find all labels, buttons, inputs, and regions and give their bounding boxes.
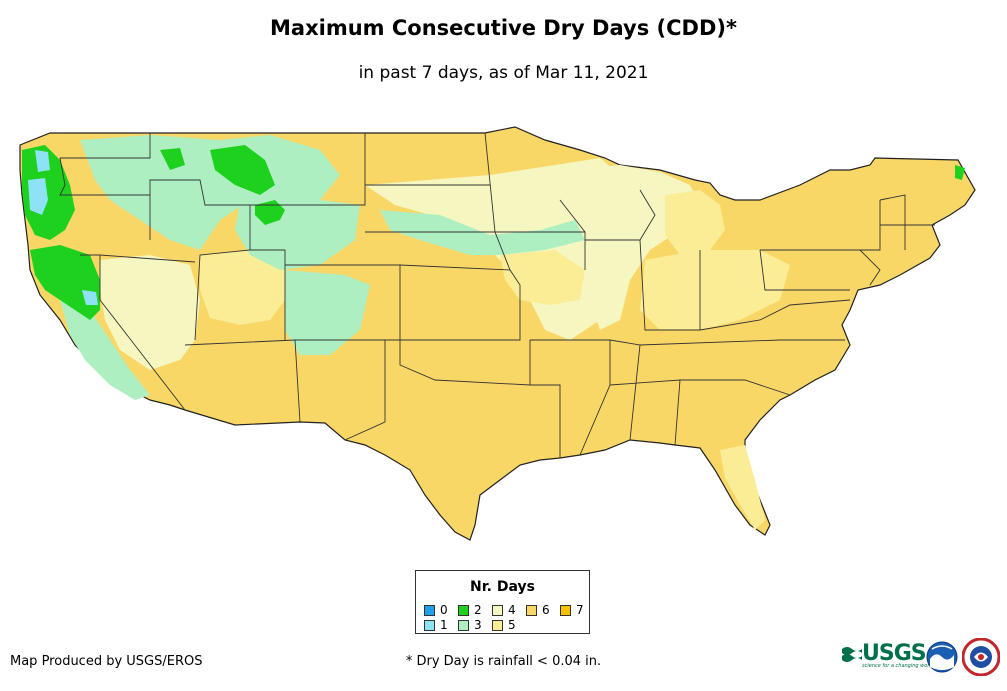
legend-swatch <box>424 619 435 631</box>
legend-label: 2 <box>474 603 482 617</box>
region-light-michigan <box>665 190 725 255</box>
legend-item-7: 7 <box>560 603 584 617</box>
legend-item-0: 0 <box>424 603 448 617</box>
legend-swatch <box>492 619 503 631</box>
legend-label: 5 <box>508 618 516 632</box>
legend: Nr. Days 0 2 4 6 7 1 3 5 <box>415 570 590 634</box>
legend-item-3: 3 <box>458 618 482 632</box>
region-green-wyoming <box>255 200 285 225</box>
region-mint-colorado <box>285 270 370 355</box>
footnote: * Dry Day is rainfall < 0.04 in. <box>405 654 602 669</box>
legend-swatch <box>458 619 469 631</box>
region-mint-maine <box>955 165 965 180</box>
region-light-ohio <box>640 250 790 330</box>
legend-label: 0 <box>440 603 448 617</box>
usgs-wordmark: USGS <box>862 641 927 666</box>
region-pale-nevada <box>100 255 200 370</box>
legend-item-1: 1 <box>424 618 448 632</box>
legend-swatch <box>458 604 469 616</box>
legend-item-6: 6 <box>526 603 550 617</box>
legend-label: 6 <box>542 603 550 617</box>
region-pale-utah <box>200 250 285 325</box>
noaa-logo-icon <box>926 641 958 673</box>
nws-logo-icon <box>962 638 1000 676</box>
state-borders <box>59 132 935 458</box>
region-light-iowa <box>500 250 585 305</box>
region-mint-northwest <box>80 135 340 250</box>
legend-swatch <box>560 604 571 616</box>
map-subtitle: in past 7 days, as of Mar 11, 2021 <box>358 63 649 83</box>
legend-swatch <box>526 604 537 616</box>
region-cyan-norcal <box>82 290 98 305</box>
region-cyan-washington <box>35 150 50 172</box>
region-cyan-oregon <box>28 178 48 215</box>
region-green-idaho <box>160 148 185 170</box>
legend-label: 4 <box>508 603 516 617</box>
map-title: Maximum Consecutive Dry Days (CDD)* <box>270 16 737 40</box>
legend-item-4: 4 <box>492 603 516 617</box>
usgs-tagline: science for a changing world <box>862 663 934 669</box>
region-green-montana <box>210 145 275 195</box>
legend-item-5: 5 <box>492 618 516 632</box>
legend-label: 1 <box>440 618 448 632</box>
legend-label: 3 <box>474 618 482 632</box>
map-credit: Map Produced by USGS/EROS <box>10 654 203 669</box>
legend-item-2: 2 <box>458 603 482 617</box>
legend-label: 7 <box>576 603 584 617</box>
legend-swatch <box>492 604 503 616</box>
usgs-logo: USGS science for a changing world <box>842 641 934 669</box>
region-mint-california <box>60 300 150 400</box>
region-mint-nebraska <box>380 210 585 255</box>
region-green-norcal <box>30 245 100 320</box>
legend-title: Nr. Days <box>470 579 535 595</box>
usgs-wave-icon <box>842 642 862 665</box>
legend-swatch <box>424 604 435 616</box>
region-light-florida <box>720 445 765 530</box>
